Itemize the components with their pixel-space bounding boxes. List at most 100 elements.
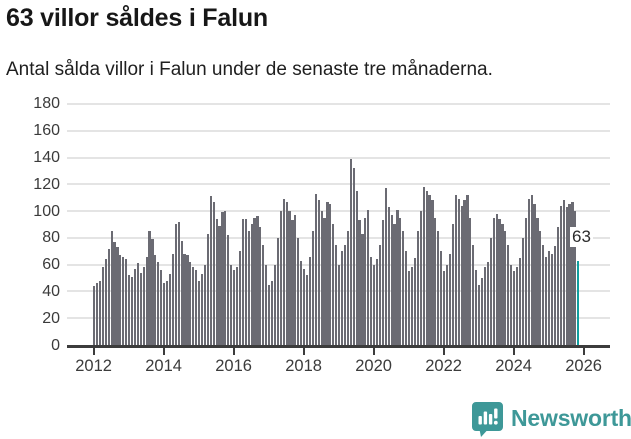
bar	[536, 217, 539, 345]
bar	[454, 195, 457, 345]
bar	[443, 271, 446, 345]
bar	[384, 188, 387, 345]
bar	[262, 244, 265, 345]
bar	[154, 255, 157, 345]
bar	[241, 219, 244, 345]
bar	[518, 257, 522, 345]
bar	[463, 200, 466, 345]
bar	[323, 217, 326, 345]
bar	[440, 251, 443, 345]
bar	[288, 211, 291, 345]
y-axis-label: 160	[33, 122, 60, 140]
bar	[186, 255, 189, 345]
bar	[139, 272, 142, 345]
bar	[206, 233, 209, 345]
bar	[130, 276, 134, 345]
bar	[93, 286, 96, 345]
y-axis-label: 140	[33, 149, 60, 167]
bar	[98, 280, 102, 345]
gridline	[67, 183, 610, 186]
bar	[163, 283, 166, 345]
bar	[116, 247, 119, 345]
bar	[320, 211, 323, 345]
bar	[364, 217, 367, 345]
bar	[355, 191, 358, 345]
bar	[434, 217, 437, 345]
x-axis-tick	[442, 347, 445, 355]
bar	[311, 231, 314, 345]
bar	[550, 253, 554, 345]
bar	[568, 204, 571, 345]
bar	[410, 267, 414, 345]
x-axis-tick	[302, 347, 305, 355]
bar	[370, 256, 373, 345]
bar	[416, 231, 419, 345]
bar	[539, 231, 542, 345]
bar	[209, 196, 212, 345]
bar	[95, 283, 99, 345]
bar	[475, 270, 478, 345]
highlighted-bar	[577, 260, 580, 345]
bar	[565, 207, 568, 345]
bar	[504, 231, 507, 345]
bar	[128, 275, 131, 345]
y-axis-label: 60	[42, 256, 60, 274]
bar	[422, 186, 425, 345]
y-axis-label: 40	[42, 282, 60, 300]
bar	[119, 255, 122, 345]
bar	[553, 245, 557, 345]
bar	[340, 251, 344, 345]
chart-subtitle: Antal sålda villor i Falun under de sena…	[6, 59, 493, 80]
page-title: 63 villor såldes i Falun	[6, 4, 268, 32]
bar	[425, 191, 428, 345]
x-axis-label: 2026	[565, 357, 602, 375]
bar	[294, 215, 297, 345]
bar	[515, 267, 519, 345]
bar	[329, 204, 332, 345]
bar	[305, 275, 309, 345]
bar	[308, 256, 312, 345]
bar	[352, 168, 355, 345]
bar	[195, 270, 198, 345]
bar	[335, 244, 338, 345]
bar	[326, 201, 329, 345]
brand-footer: Newsworthy	[471, 400, 631, 437]
bar	[183, 253, 186, 345]
x-axis-label: 2014	[145, 357, 182, 375]
bar	[393, 224, 396, 345]
y-axis-label: 80	[42, 229, 60, 247]
bar	[556, 227, 559, 345]
bar	[136, 263, 139, 345]
bar	[177, 221, 180, 345]
gridline	[67, 102, 610, 105]
bar	[107, 248, 110, 345]
bar	[148, 231, 151, 345]
bar	[238, 251, 242, 345]
bar	[478, 284, 481, 345]
bar	[215, 219, 218, 345]
brand-name: Newsworthy	[511, 405, 631, 431]
bar	[574, 211, 577, 345]
bar	[358, 220, 361, 345]
bar	[498, 219, 501, 345]
newsworthy-logo-icon	[471, 401, 504, 437]
gridline	[67, 129, 610, 132]
y-axis-label: 120	[33, 175, 60, 193]
bar	[445, 264, 449, 345]
bar	[390, 215, 393, 345]
bar	[530, 195, 533, 345]
bar	[165, 280, 169, 345]
bar	[349, 158, 352, 345]
gridline	[67, 236, 610, 239]
y-axis-label: 100	[33, 202, 60, 220]
x-axis-label: 2024	[495, 357, 532, 375]
bar	[125, 259, 128, 345]
bar	[460, 205, 463, 345]
bar	[381, 220, 384, 345]
bar	[218, 225, 221, 345]
x-axis-line	[67, 345, 610, 348]
x-axis-tick	[372, 347, 375, 355]
bar	[507, 244, 510, 345]
highlight-value-label: 63	[570, 227, 593, 247]
bar	[346, 231, 349, 345]
